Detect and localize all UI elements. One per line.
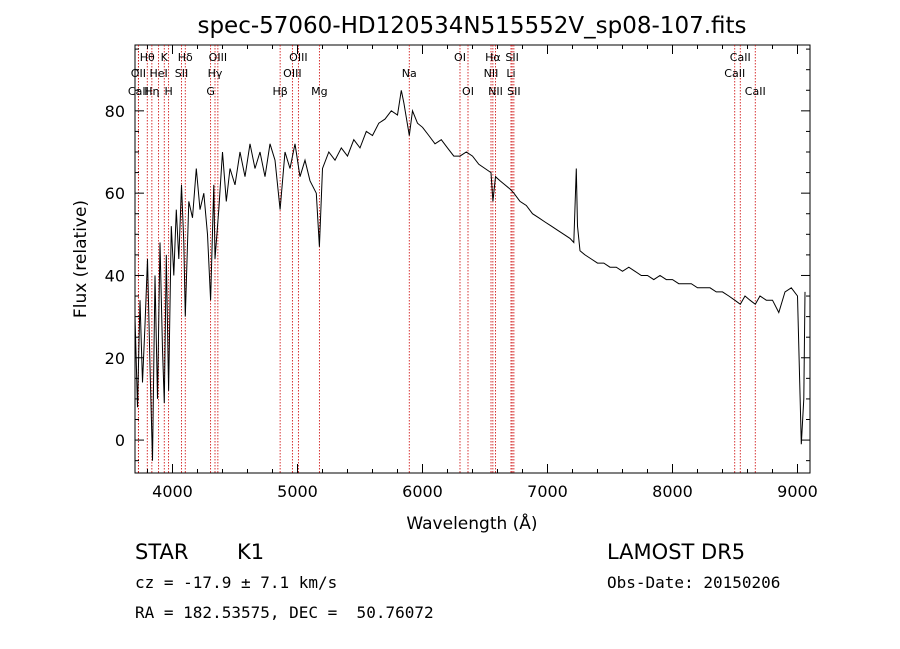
x-tick-label: 8000 <box>652 482 693 501</box>
y-tick-label: 40 <box>105 266 125 285</box>
spectral-line-label: Hβ <box>272 85 287 98</box>
x-axis-label: Wavelength (Å) <box>406 512 537 534</box>
x-axis-ticks: 4000 5000 6000 7000 8000 9000 <box>147 45 818 501</box>
y-axis-ticks: 0 20 40 60 80 <box>105 48 810 462</box>
spectrum-line <box>134 90 806 461</box>
redshift-readout: cz = -17.9 ± 7.1 km/s <box>135 573 338 592</box>
spectral-line-label: OIII <box>283 67 301 80</box>
spectral-line-label: CaII <box>730 51 751 64</box>
spectral-line-label: G <box>206 85 215 98</box>
spectral-line-label: OII <box>131 67 146 80</box>
y-tick-label: 0 <box>115 431 125 450</box>
spectral-line-label: SII <box>175 67 188 80</box>
spectral-line-label: Na <box>402 67 417 80</box>
spectral-line-label: NII <box>484 67 499 80</box>
object-class: STAR <box>135 540 189 564</box>
observation-date: Obs-Date: 20150206 <box>607 573 781 592</box>
spectral-line-label: Hη <box>144 85 159 98</box>
spectral-line-label: OI <box>454 51 466 64</box>
spectral-line-label: H <box>164 85 172 98</box>
spectral-line-label: CaII <box>724 67 745 80</box>
plot-frame <box>134 44 811 474</box>
spectral-line-markers <box>137 45 756 473</box>
y-tick-label: 80 <box>105 102 125 121</box>
spectral-line-label: CaII <box>128 85 149 98</box>
spectral-line-label: SII <box>507 85 520 98</box>
spectral-line-label: K <box>161 51 169 64</box>
spectral-line-label: CaII <box>745 85 766 98</box>
subclass: K1 <box>237 540 265 564</box>
spectral-line-label: Hα <box>485 51 501 64</box>
x-tick-label: 6000 <box>402 482 443 501</box>
spectral-line-label: NII <box>488 85 503 98</box>
x-tick-label: 4000 <box>152 482 193 501</box>
x-tick-label: 9000 <box>777 482 818 501</box>
spectral-line-label: Hθ <box>140 51 155 64</box>
spectral-line-label: OI <box>462 85 474 98</box>
coordinates-readout: RA = 182.53575, DEC = 50.76072 <box>135 603 434 622</box>
chart-title: spec-57060-HD120534N515552V_sp08-107.fit… <box>197 13 746 39</box>
x-tick-label: 5000 <box>277 482 318 501</box>
y-tick-label: 20 <box>105 349 125 368</box>
x-tick-label: 7000 <box>527 482 568 501</box>
spectral-line-label: SII <box>505 51 518 64</box>
y-tick-label: 60 <box>105 184 125 203</box>
spectral-line-label: Hγ <box>208 67 223 80</box>
spectral-line-label: OIII <box>289 51 307 64</box>
spectral-line-label: HeI <box>149 67 167 80</box>
spectral-line-label: Hδ <box>178 51 193 64</box>
spectral-line-label: Li <box>506 67 515 80</box>
spectral-line-label: Mg <box>311 85 327 98</box>
spectral-line-label: OIII <box>209 51 227 64</box>
y-axis-label: Flux (relative) <box>71 200 91 318</box>
survey-name: LAMOST DR5 <box>607 540 746 564</box>
